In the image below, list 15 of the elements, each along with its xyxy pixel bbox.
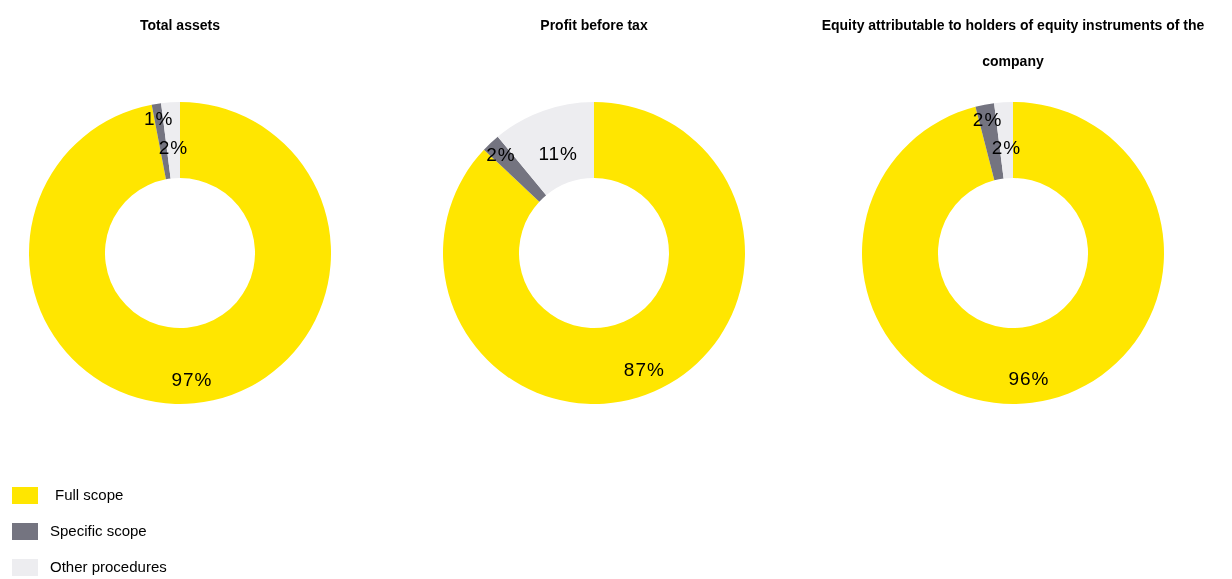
data-label: 1% xyxy=(144,108,174,130)
donut-slice xyxy=(29,102,331,404)
data-label: 11% xyxy=(538,143,579,165)
chart-title: Equity attributable to holders of equity instruments of the company xyxy=(821,17,1205,69)
chart-title: Total assets xyxy=(140,17,221,33)
legend-label: Full scope xyxy=(55,486,124,503)
data-label: 97% xyxy=(171,368,213,390)
legend-label: Specific scope xyxy=(50,522,147,539)
data-label: 96% xyxy=(1008,368,1050,390)
legend-label: Other procedures xyxy=(50,558,167,575)
donut-slice xyxy=(862,102,1164,404)
donut-slice xyxy=(443,102,745,404)
chart-title: Profit before tax xyxy=(540,17,648,33)
data-label: 2% xyxy=(991,137,1022,159)
data-label: 87% xyxy=(623,359,665,381)
